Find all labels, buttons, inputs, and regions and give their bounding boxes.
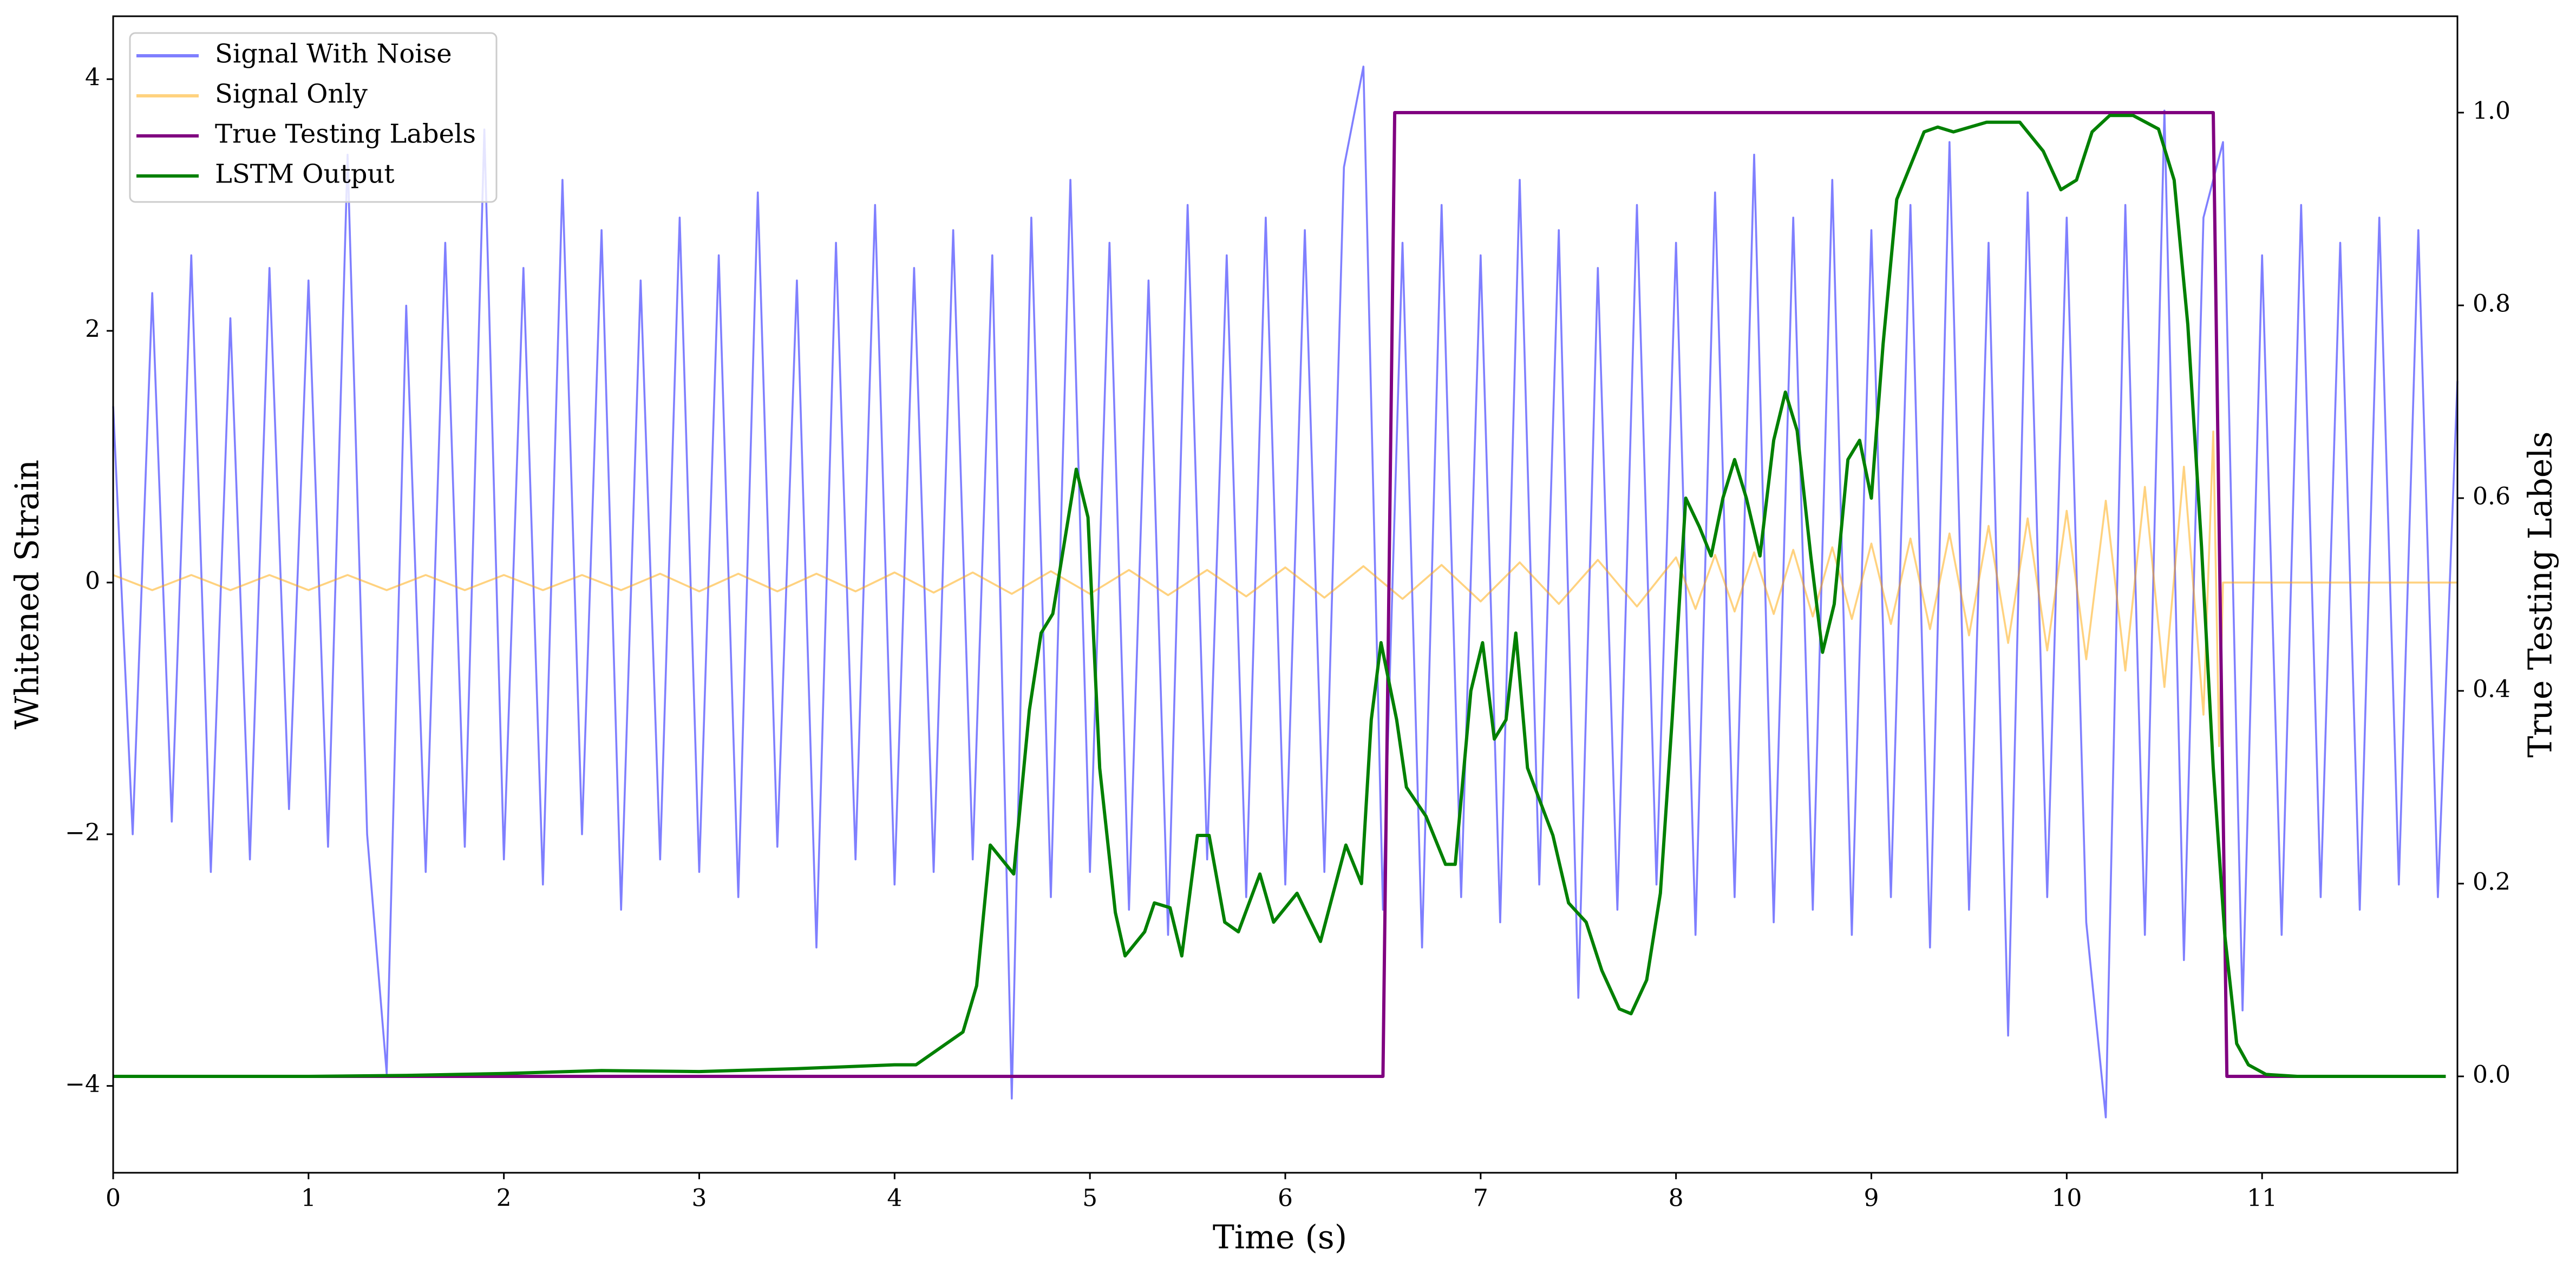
series-line [113, 111, 2446, 1078]
y-axis-label: Whitened Strain [9, 460, 47, 729]
x-tick-label: 5 [1082, 1185, 1097, 1212]
series-line [113, 430, 2457, 747]
legend: Signal With Noise Signal Only True Testing… [129, 32, 498, 203]
y2-tick-label: 0.4 [2473, 676, 2510, 703]
y2-tick-label: 1.0 [2473, 97, 2510, 125]
x-tick-label: 11 [2247, 1185, 2277, 1212]
legend-text: Signal With Noise [215, 39, 452, 69]
y2-tick-label: 0.6 [2473, 483, 2510, 511]
legend-box [129, 32, 498, 203]
series-line [113, 114, 2446, 1078]
x-tick-label: 7 [1473, 1185, 1488, 1212]
x-tick-label: 9 [1864, 1185, 1879, 1212]
x-axis-label: Time (s) [1213, 1219, 1347, 1257]
x-tick-label: 2 [496, 1185, 512, 1212]
x-tick-label: 10 [2051, 1185, 2082, 1212]
y2-axis-label: True Testing Labels [2522, 432, 2560, 758]
legend-text: True Testing Labels [215, 119, 476, 149]
y-tick-label: −4 [65, 1070, 100, 1098]
x-tick-label: 4 [887, 1185, 902, 1212]
y-tick-label: 0 [85, 567, 100, 594]
x-tick-label: 0 [106, 1185, 121, 1212]
legend-text: LSTM Output [215, 159, 395, 190]
y2-tick-label: 0.2 [2473, 868, 2510, 896]
y2-tick-label: 0.8 [2473, 290, 2510, 318]
y-tick-label: 4 [85, 64, 100, 92]
x-tick-label: 1 [301, 1185, 316, 1212]
y-tick-label: 2 [85, 316, 100, 343]
plot-area [112, 66, 2459, 1119]
y-tick-label: −2 [65, 819, 100, 846]
legend-text: Signal Only [215, 79, 368, 109]
y2-tick-label: 0.0 [2473, 1061, 2510, 1089]
series-line [112, 66, 2459, 1119]
x-tick-label: 6 [1278, 1185, 1293, 1212]
x-tick-label: 3 [692, 1185, 707, 1212]
x-tick-label: 8 [1669, 1185, 1684, 1212]
